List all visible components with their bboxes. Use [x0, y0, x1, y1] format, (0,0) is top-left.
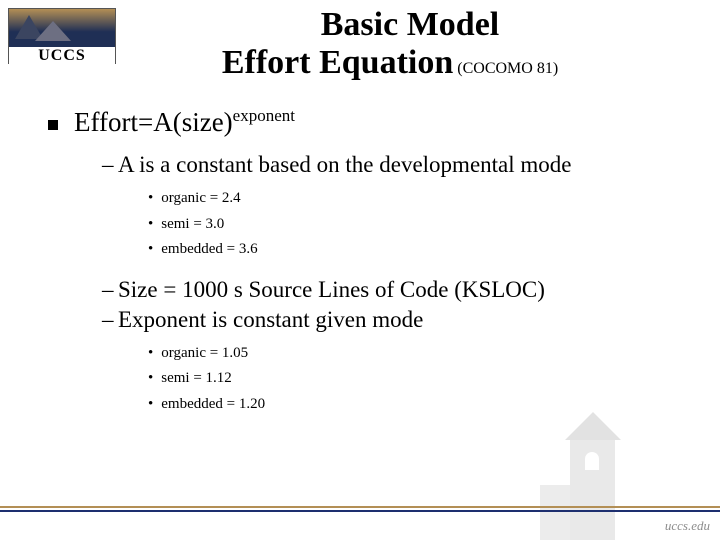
- dot-bullet-icon: •: [148, 216, 153, 232]
- dash-bullet-icon: –: [102, 307, 118, 333]
- footer-url: uccs.edu: [665, 518, 710, 534]
- bullet-level2: –Exponent is constant given mode: [102, 307, 690, 333]
- sub3-text: Exponent is constant given mode: [118, 307, 423, 332]
- uccs-logo: UCCS: [8, 8, 116, 64]
- dot-bullet-icon: •: [148, 396, 153, 412]
- item-text: organic = 2.4: [161, 190, 240, 206]
- bullet-level2: –A is a constant based on the developmen…: [102, 152, 690, 178]
- item-text: semi = 1.12: [161, 370, 232, 386]
- list-item: • semi = 3.0: [148, 212, 690, 238]
- item-text: embedded = 1.20: [161, 396, 265, 412]
- logo-text: UCCS: [9, 47, 115, 65]
- equation-text: Effort=A(size)exponent: [74, 107, 295, 137]
- mountain-icon: [35, 21, 71, 41]
- list-item: • organic = 2.4: [148, 186, 690, 212]
- bullet-level3-group: • organic = 2.4 • semi = 3.0 • embedded = 3…: [148, 186, 690, 263]
- footer: uccs.edu: [0, 508, 720, 540]
- dot-bullet-icon: •: [148, 345, 153, 361]
- bullet-level2: –Size = 1000 s Source Lines of Code (KSL…: [102, 277, 690, 303]
- item-text: organic = 1.05: [161, 345, 248, 361]
- bullet-level3-group: • organic = 1.05 • semi = 1.12 • embedded =…: [148, 341, 690, 418]
- footer-stripe-gold: [0, 506, 720, 508]
- dot-bullet-icon: •: [148, 370, 153, 386]
- list-item: • embedded = 3.6: [148, 237, 690, 263]
- footer-stripe-blue: [0, 510, 720, 512]
- equation-exponent: exponent: [233, 106, 295, 125]
- square-bullet-icon: [48, 120, 58, 130]
- dash-bullet-icon: –: [102, 277, 118, 303]
- list-item: • organic = 1.05: [148, 341, 690, 367]
- dot-bullet-icon: •: [148, 241, 153, 257]
- slide-content: Effort=A(size)exponent –A is a constant …: [0, 82, 720, 417]
- sub2-text: Size = 1000 s Source Lines of Code (KSLO…: [118, 277, 545, 302]
- title-line-1: Basic Model: [100, 6, 720, 44]
- bullet-level1: Effort=A(size)exponent: [48, 106, 690, 138]
- item-text: embedded = 3.6: [161, 241, 257, 257]
- dot-bullet-icon: •: [148, 190, 153, 206]
- equation-prefix: Effort=A(size): [74, 107, 233, 137]
- list-item: • semi = 1.12: [148, 366, 690, 392]
- logo-image: [9, 9, 115, 47]
- title-note: (COCOMO 81): [457, 60, 558, 77]
- title-main: Effort Equation: [222, 44, 453, 81]
- sub1-text: A is a constant based on the development…: [118, 152, 572, 177]
- item-text: semi = 3.0: [161, 216, 224, 232]
- dash-bullet-icon: –: [102, 152, 118, 178]
